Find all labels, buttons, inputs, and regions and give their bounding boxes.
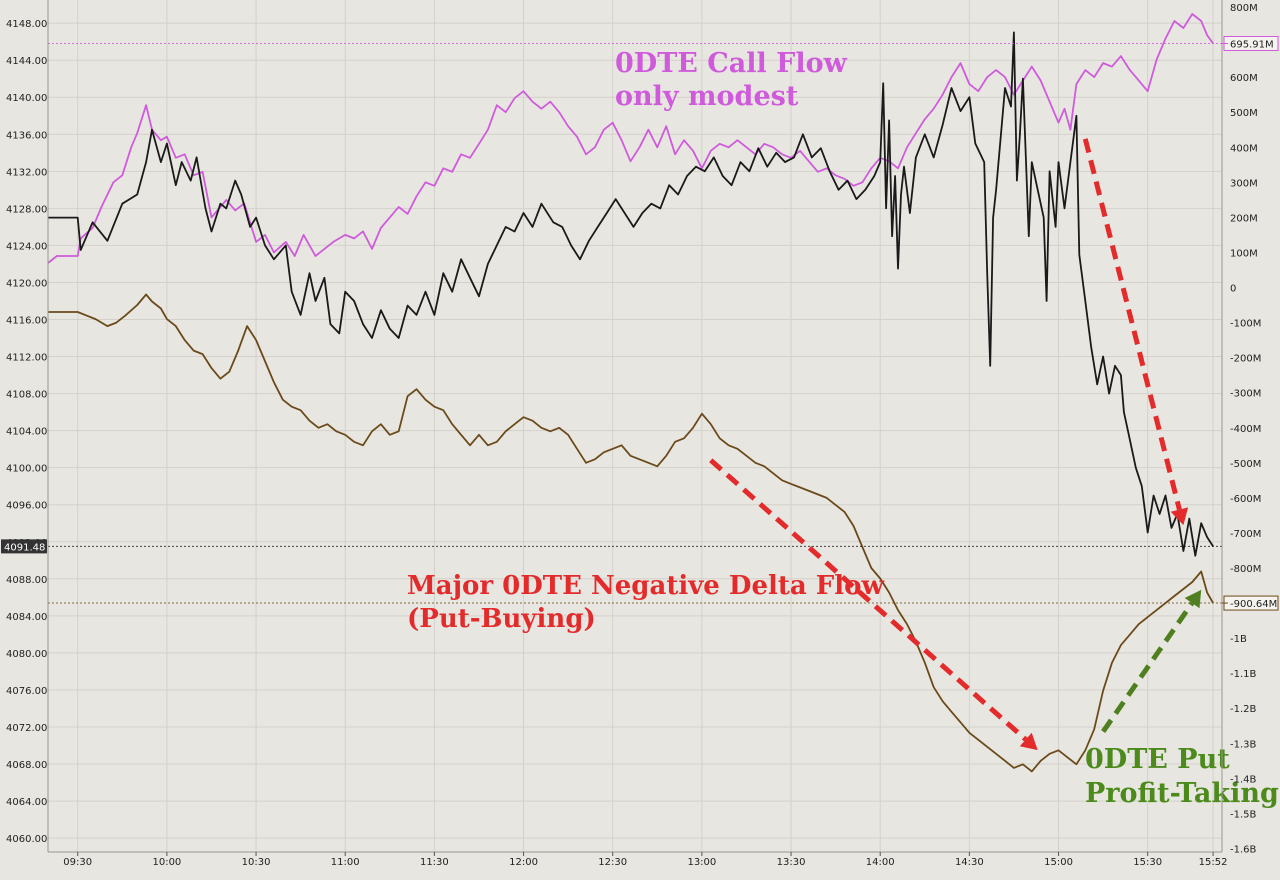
annotation-2-line-1: Profit-Taking	[1085, 778, 1279, 809]
right-tick-label: -1.5B	[1230, 809, 1257, 820]
last-value-label: -900.64M	[1230, 599, 1277, 610]
left-tick-label: 4116.00	[6, 316, 47, 327]
right-tick-label: -1.6B	[1230, 844, 1257, 855]
right-tick-label: -300M	[1230, 389, 1261, 400]
x-tick-label: 11:00	[331, 857, 360, 868]
right-tick-label: 500M	[1230, 108, 1258, 119]
right-tick-label: -400M	[1230, 424, 1261, 435]
series-line-0	[48, 31, 1214, 557]
right-tick-label: -800M	[1230, 564, 1261, 575]
right-tick-label: 300M	[1230, 178, 1258, 189]
right-tick-label: 400M	[1230, 143, 1258, 154]
arrow-layer	[709, 138, 1202, 751]
annotation-0-line-1: only modest	[615, 81, 799, 112]
x-tick-label: 13:30	[777, 857, 806, 868]
right-tick-label: -1B	[1230, 634, 1247, 645]
left-tick-label: 4064.00	[6, 797, 47, 808]
right-tick-label: 800M	[1230, 3, 1258, 14]
right-tick-label: -1.1B	[1230, 669, 1257, 680]
left-tick-label: 4120.00	[6, 278, 47, 289]
left-tick-label: 4140.00	[6, 93, 47, 104]
right-tick-label: -200M	[1230, 354, 1261, 365]
x-tick-label: 10:30	[242, 857, 271, 868]
x-tick-label: 15:30	[1133, 857, 1162, 868]
left-tick-label: 4132.00	[6, 167, 47, 178]
annotation-0-line-0: 0DTE Call Flow	[615, 48, 848, 79]
annotation-2-line-0: 0DTE Put	[1085, 744, 1230, 775]
x-tick-label: 14:00	[866, 857, 895, 868]
x-tick-label: 10:00	[152, 857, 181, 868]
last-value-label: 695.91M	[1230, 39, 1274, 50]
left-tick-label: 4128.00	[6, 204, 47, 215]
left-tick-label: 4104.00	[6, 427, 47, 438]
left-tick-label: 4088.00	[6, 575, 47, 586]
x-tick-label: 15:00	[1044, 857, 1073, 868]
right-tick-label: 200M	[1230, 213, 1258, 224]
left-tick-label: 4072.00	[6, 723, 47, 734]
right-tick-label: 0	[1230, 284, 1236, 295]
left-tick-label: 4108.00	[6, 390, 47, 401]
series-line-1	[47, 13, 1214, 264]
x-tick-label: 09:30	[63, 857, 92, 868]
right-tick-label: -1.3B	[1230, 739, 1257, 750]
x-tick-label: 12:00	[509, 857, 538, 868]
left-tick-label: 4076.00	[6, 686, 47, 697]
left-tick-label: 4068.00	[6, 760, 47, 771]
right-tick-label: -1.4B	[1230, 774, 1257, 785]
left-tick-label: 4080.00	[6, 649, 47, 660]
right-tick-label: 600M	[1230, 73, 1258, 84]
arrow-head-1	[1170, 507, 1189, 526]
arrow-head-2	[1184, 589, 1202, 609]
last-value-label: 4091.48	[4, 542, 45, 553]
left-tick-label: 4124.00	[6, 241, 47, 252]
right-tick-label: -600M	[1230, 494, 1261, 505]
arrow-shaft-2	[1101, 601, 1195, 734]
left-tick-label: 4136.00	[6, 130, 47, 141]
right-tick-label: -700M	[1230, 529, 1261, 540]
annotation-1-line-0: Major 0DTE Negative Delta Flow	[407, 571, 884, 601]
left-tick-label: 4096.00	[6, 501, 47, 512]
left-tick-label: 4112.00	[6, 353, 47, 364]
left-tick-label: 4060.00	[6, 834, 47, 845]
right-tick-label: -500M	[1230, 459, 1261, 470]
x-tick-label: 11:30	[420, 857, 449, 868]
right-tick-label: -1.2B	[1230, 704, 1257, 715]
arrow-shaft-0	[709, 458, 1028, 742]
annotation-1-line-1: (Put-Buying)	[407, 604, 596, 634]
arrow-head-0	[1019, 732, 1038, 751]
x-tick-label: 12:30	[598, 857, 627, 868]
x-tick-label: 15:52	[1199, 857, 1228, 868]
arrow-shaft-1	[1082, 138, 1182, 511]
series-layer	[47, 13, 1222, 773]
x-tick-label: 13:00	[687, 857, 716, 868]
left-tick-label: 4084.00	[6, 612, 47, 623]
last-value-badge	[1, 539, 47, 554]
left-tick-label: 4148.00	[6, 19, 47, 30]
right-tick-label: -100M	[1230, 319, 1261, 330]
x-tick-label: 14:30	[955, 857, 984, 868]
left-tick-label: 4144.00	[6, 56, 47, 67]
series-line-2	[48, 293, 1214, 773]
left-tick-label: 4100.00	[6, 464, 47, 475]
right-tick-label: 100M	[1230, 248, 1258, 259]
